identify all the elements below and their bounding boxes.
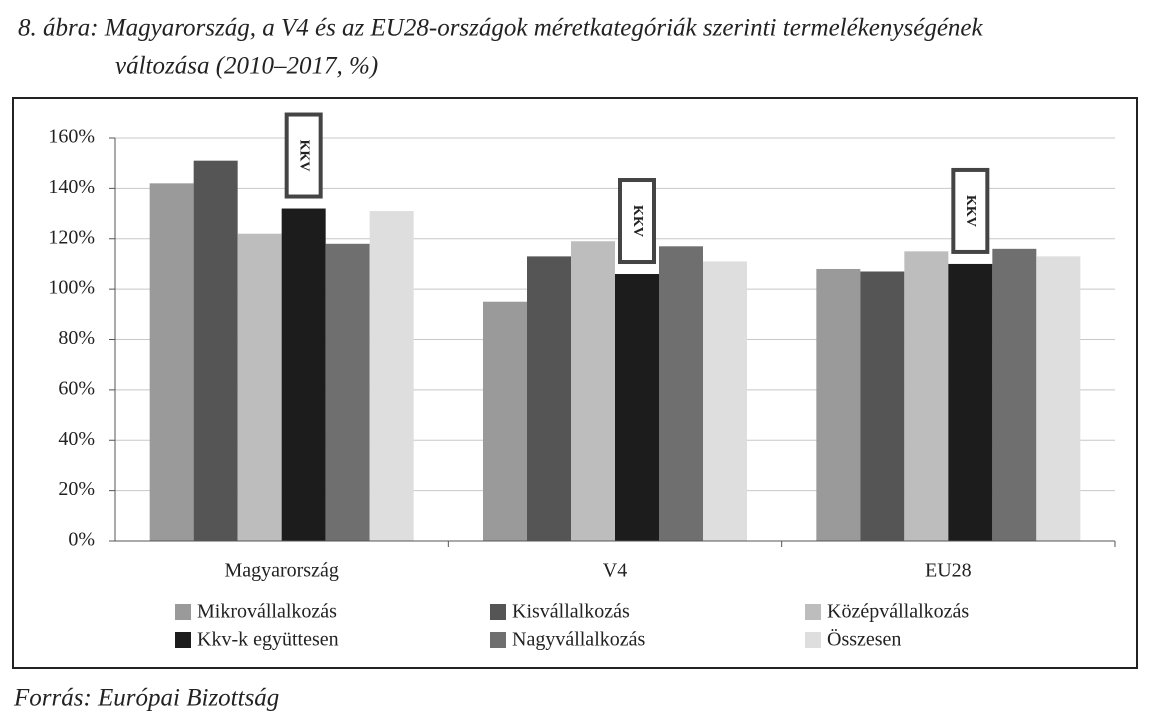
bar	[904, 251, 949, 541]
x-tick-label: EU28	[925, 560, 972, 582]
bar	[281, 208, 326, 541]
chart-title: változása (2010–2017, %)	[115, 53, 378, 80]
bar	[149, 183, 194, 541]
legend-label: Összesen	[827, 628, 901, 651]
legend-swatch	[805, 632, 821, 648]
bar	[948, 263, 993, 541]
bar	[615, 274, 659, 541]
y-tick-label: 20%	[58, 478, 95, 500]
y-tick-label: 160%	[48, 126, 95, 148]
legend-swatch	[175, 604, 191, 620]
chart-title: 8. ábra: Magyarország, a V4 és az EU28-o…	[18, 15, 984, 42]
bar	[193, 160, 238, 541]
y-tick-label: 80%	[58, 327, 95, 349]
legend-swatch	[805, 604, 821, 620]
bar	[816, 268, 861, 541]
bar	[860, 271, 905, 541]
annotation: KKV	[963, 195, 978, 227]
legend-label: Kkv-k együttesen	[197, 629, 339, 651]
y-tick-label: 60%	[58, 377, 95, 399]
bar	[527, 256, 571, 541]
legend-label: Középvállalkozás	[827, 601, 969, 623]
annotation-box	[951, 167, 990, 254]
x-tick-label: Magyarország	[224, 560, 338, 582]
y-tick-label: 0%	[68, 529, 95, 551]
bar	[703, 261, 747, 541]
bar	[325, 243, 370, 541]
bar	[483, 301, 527, 541]
y-tick-label: 140%	[48, 176, 95, 198]
y-tick-label: 100%	[48, 277, 95, 299]
legend-swatch	[490, 632, 506, 648]
annotation-box	[284, 112, 323, 199]
bar	[571, 241, 615, 542]
bar	[369, 211, 414, 541]
annotation: KKV	[630, 205, 645, 237]
bar	[237, 233, 282, 541]
bar	[1036, 256, 1081, 541]
y-tick-label: 120%	[48, 226, 95, 248]
legend-label: Kisvállalkozás	[512, 601, 630, 623]
chart-frame	[12, 97, 1138, 669]
legend-label: Nagyvállalkozás	[512, 629, 645, 651]
legend-swatch	[490, 604, 506, 620]
annotation: KKV	[296, 140, 311, 172]
bar	[992, 248, 1037, 541]
source-note: Forrás: Európai Bizottság	[13, 685, 279, 712]
x-tick-label: V4	[603, 560, 627, 582]
bar	[659, 246, 703, 541]
annotation-box	[618, 178, 656, 265]
legend-label: Mikrovállalkozás	[197, 601, 337, 623]
legend-swatch	[175, 632, 191, 648]
y-tick-label: 40%	[58, 428, 95, 450]
